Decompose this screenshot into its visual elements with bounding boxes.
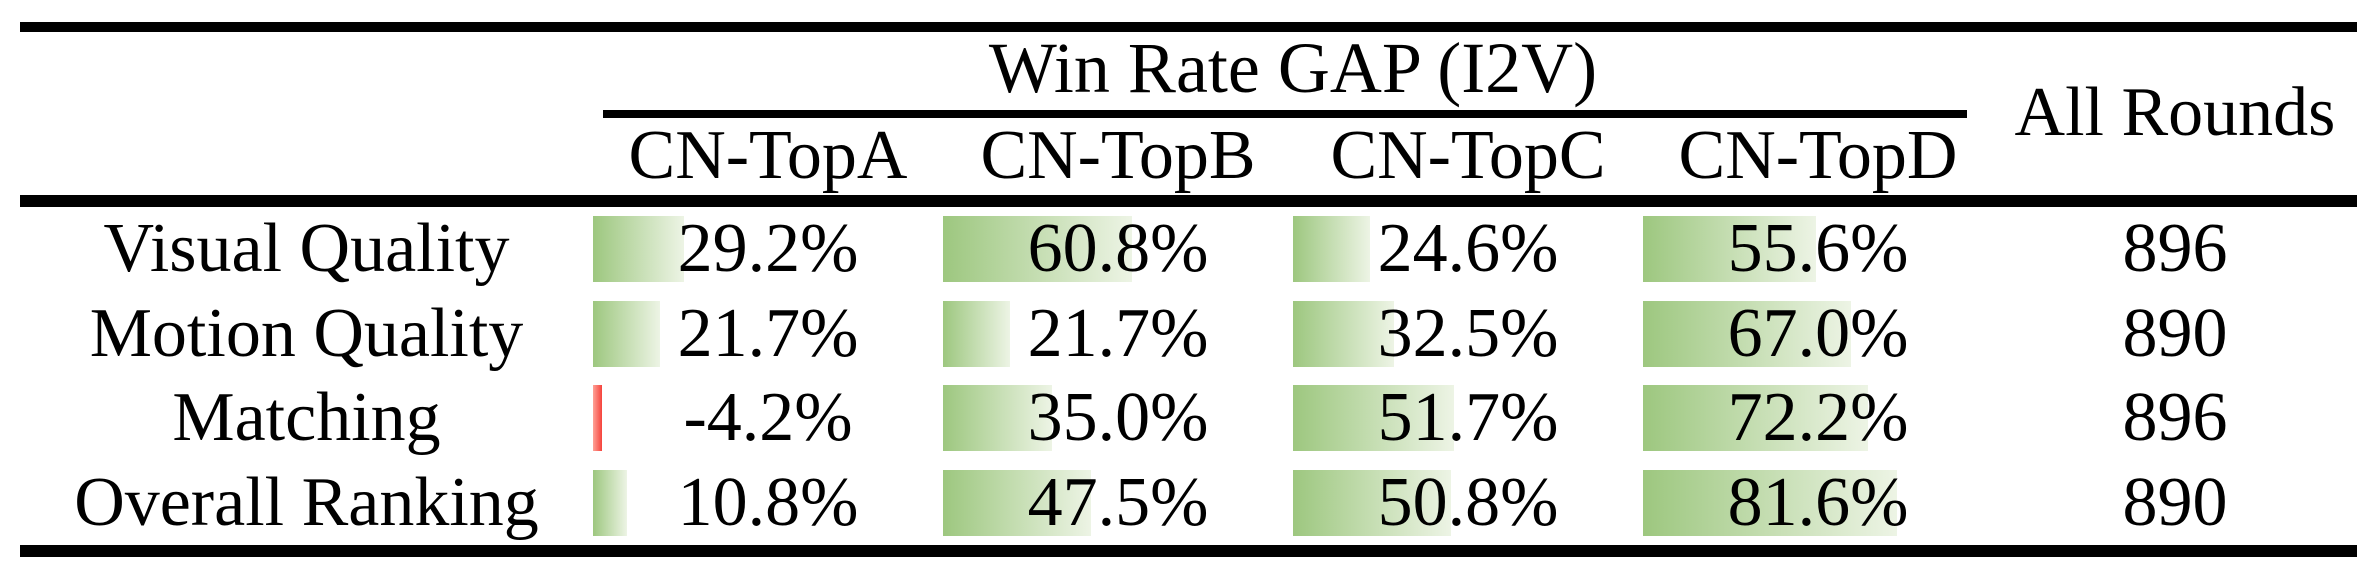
- win-rate-value: 51.7%: [1377, 379, 1559, 457]
- win-rate-cell: 10.8%: [593, 461, 943, 546]
- win-rate-value: 21.7%: [677, 294, 859, 372]
- bottom-rule: [20, 545, 2357, 557]
- win-rate-cell: 29.2%: [593, 207, 943, 292]
- header-body-rule: [20, 195, 2357, 207]
- col-header-cn-topb: CN-TopB: [980, 116, 1256, 194]
- win-rate-cell: 21.7%: [943, 292, 1293, 377]
- group-header-title: Win Rate GAP (I2V): [988, 28, 1598, 108]
- data-bar: [593, 300, 661, 367]
- data-bar: [1293, 216, 1370, 283]
- col-header-cn-topc: CN-TopC: [1330, 116, 1606, 194]
- data-bar: [1293, 300, 1395, 367]
- win-rate-value: 21.7%: [1027, 294, 1209, 372]
- win-rate-cell: 81.6%: [1643, 461, 1993, 546]
- data-bar: [1643, 300, 1852, 367]
- win-rate-cell: 51.7%: [1293, 376, 1643, 461]
- win-rate-cell: 35.0%: [943, 376, 1293, 461]
- win-rate-value: 50.8%: [1377, 463, 1559, 541]
- win-rate-cell: 60.8%: [943, 207, 1293, 292]
- data-bar: [1293, 469, 1451, 536]
- win-rate-value: 32.5%: [1377, 294, 1559, 372]
- table-body: Visual Quality 29.2% 60.8% 24.6% 55.6% 8…: [20, 207, 2357, 545]
- row-label: Visual Quality: [103, 210, 510, 288]
- data-bar: [593, 216, 684, 283]
- all-rounds-value: 896: [2122, 210, 2228, 288]
- win-rate-cell: 50.8%: [1293, 461, 1643, 546]
- data-bar: [943, 300, 1011, 367]
- win-rate-value: 10.8%: [677, 463, 859, 541]
- win-rate-cell: 32.5%: [1293, 292, 1643, 377]
- column-header-row: CN-TopA CN-TopB CN-TopC CN-TopD: [593, 116, 1993, 195]
- top-rule: [20, 22, 2357, 32]
- data-bar: [1643, 469, 1897, 536]
- data-bar-negative: [593, 385, 602, 452]
- row-label: Motion Quality: [89, 294, 524, 372]
- all-rounds-column-header: All Rounds: [2014, 74, 2336, 151]
- data-bar: [1293, 385, 1454, 452]
- win-rate-value: 47.5%: [1027, 463, 1209, 541]
- data-bar: [943, 469, 1091, 536]
- col-header-cn-topd: CN-TopD: [1678, 116, 1958, 194]
- win-rate-value: -4.2%: [683, 379, 853, 457]
- data-bar: [1643, 216, 1816, 283]
- table-row-overall-ranking: Overall Ranking 10.8% 47.5% 50.8% 81.6% …: [20, 461, 2357, 546]
- win-rate-value: 29.2%: [677, 210, 859, 288]
- row-label: Overall Ranking: [74, 463, 539, 541]
- all-rounds-value: 890: [2122, 294, 2228, 372]
- col-header-cn-topa: CN-TopA: [628, 116, 908, 194]
- all-rounds-value: 890: [2122, 463, 2228, 541]
- win-rate-cell: 47.5%: [943, 461, 1293, 546]
- table-row-visual-quality: Visual Quality 29.2% 60.8% 24.6% 55.6% 8…: [20, 207, 2357, 292]
- data-bar: [943, 385, 1052, 452]
- data-bar: [593, 469, 627, 536]
- win-rate-value: 72.2%: [1727, 379, 1909, 457]
- win-rate-value: 67.0%: [1727, 294, 1909, 372]
- table-row-motion-quality: Motion Quality 21.7% 21.7% 32.5% 67.0% 8…: [20, 292, 2357, 377]
- row-label: Matching: [172, 379, 441, 457]
- win-rate-cell: 55.6%: [1643, 207, 1993, 292]
- group-underline-rule: [603, 110, 1967, 118]
- table-row-matching: Matching -4.2% 35.0% 51.7% 72.2% 896: [20, 376, 2357, 461]
- data-bar: [1643, 385, 1868, 452]
- win-rate-cell: 21.7%: [593, 292, 943, 377]
- all-rounds-value: 896: [2122, 379, 2228, 457]
- win-rate-value: 81.6%: [1727, 463, 1909, 541]
- data-bar: [943, 216, 1133, 283]
- win-rate-value: 60.8%: [1027, 210, 1209, 288]
- win-rate-value: 55.6%: [1727, 210, 1909, 288]
- win-rate-value: 35.0%: [1027, 379, 1209, 457]
- win-rate-cell: -4.2%: [593, 376, 943, 461]
- win-rate-cell: 67.0%: [1643, 292, 1993, 377]
- win-rate-value: 24.6%: [1377, 210, 1559, 288]
- win-rate-cell: 24.6%: [1293, 207, 1643, 292]
- win-rate-cell: 72.2%: [1643, 376, 1993, 461]
